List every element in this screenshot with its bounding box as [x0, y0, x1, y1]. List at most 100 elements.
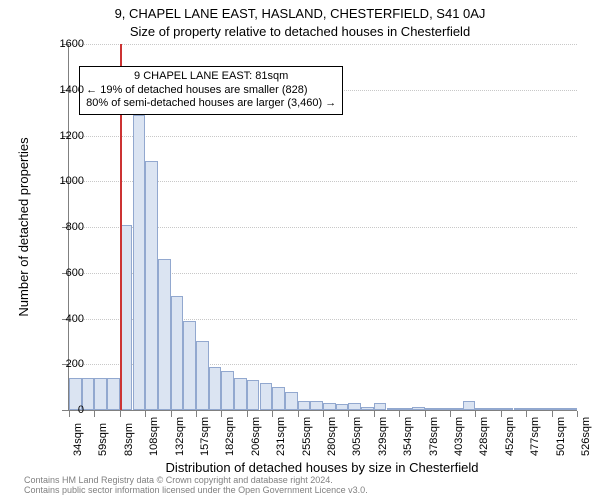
- y-tick-label: 1400: [60, 84, 84, 96]
- x-tick-label: 157sqm: [199, 417, 211, 456]
- x-tick: [323, 411, 324, 417]
- histogram-bar: [387, 408, 400, 410]
- histogram-bar: [183, 321, 196, 410]
- chart-supertitle: 9, CHAPEL LANE EAST, HASLAND, CHESTERFIE…: [0, 6, 600, 21]
- x-tick: [577, 411, 578, 417]
- annotation-line1: 9 CHAPEL LANE EAST: 81sqm: [86, 70, 336, 84]
- histogram-bar: [514, 408, 527, 410]
- x-tick-label: 108sqm: [148, 417, 160, 456]
- histogram-bar: [488, 408, 501, 410]
- annotation-line3: 80% of semi-detached houses are larger (…: [86, 97, 336, 111]
- histogram-bar: [374, 403, 387, 410]
- x-tick: [272, 411, 273, 417]
- histogram-bar: [399, 408, 412, 410]
- x-tick: [171, 411, 172, 417]
- histogram-bar: [463, 401, 476, 410]
- histogram-bar: [221, 371, 234, 410]
- y-tick-label: 400: [66, 313, 84, 325]
- x-tick: [501, 411, 502, 417]
- x-tick: [348, 411, 349, 417]
- x-tick: [247, 411, 248, 417]
- histogram-bar: [247, 380, 260, 410]
- x-tick: [196, 411, 197, 417]
- y-tick-label: 0: [78, 404, 84, 416]
- x-tick-label: 354sqm: [402, 417, 414, 456]
- histogram-bar: [298, 401, 311, 410]
- x-tick-label: 83sqm: [123, 423, 135, 456]
- histogram-bar: [171, 296, 184, 410]
- chart-title: Size of property relative to detached ho…: [0, 24, 600, 39]
- footer: Contains HM Land Registry data © Crown c…: [24, 476, 368, 496]
- x-tick-label: 526sqm: [580, 417, 592, 456]
- histogram-bar: [94, 378, 107, 410]
- plot-area: 9 CHAPEL LANE EAST: 81sqm ← 19% of detac…: [68, 44, 577, 411]
- histogram-bar: [196, 341, 209, 410]
- histogram-bar: [475, 408, 488, 410]
- x-tick-label: 329sqm: [377, 417, 389, 456]
- histogram-bar: [450, 408, 463, 410]
- histogram-bar: [552, 408, 565, 410]
- histogram-bar: [361, 407, 374, 410]
- x-tick-label: 428sqm: [478, 417, 490, 456]
- x-tick: [374, 411, 375, 417]
- x-axis-label: Distribution of detached houses by size …: [68, 460, 576, 475]
- histogram-bar: [425, 408, 438, 410]
- histogram-bar: [260, 383, 273, 410]
- histogram-bar: [348, 403, 361, 410]
- histogram-bar: [272, 387, 285, 410]
- x-tick-label: 59sqm: [97, 423, 109, 456]
- histogram-bar: [234, 378, 247, 410]
- x-tick-label: 477sqm: [529, 417, 541, 456]
- histogram-bar: [285, 392, 298, 410]
- x-tick: [399, 411, 400, 417]
- annotation-box: 9 CHAPEL LANE EAST: 81sqm ← 19% of detac…: [79, 66, 343, 115]
- histogram-bar: [437, 408, 450, 410]
- x-tick-label: 403sqm: [453, 417, 465, 456]
- gridline: [69, 44, 577, 45]
- x-tick-label: 501sqm: [555, 417, 567, 456]
- x-tick-label: 182sqm: [224, 417, 236, 456]
- footer-line2: Contains public sector information licen…: [24, 486, 368, 496]
- annotation-line2: ← 19% of detached houses are smaller (82…: [86, 84, 336, 98]
- histogram-bar: [323, 403, 336, 410]
- histogram-bar: [145, 161, 158, 410]
- y-axis-label: Number of detached properties: [16, 137, 31, 316]
- x-tick-label: 280sqm: [326, 417, 338, 456]
- x-tick: [450, 411, 451, 417]
- x-tick-label: 34sqm: [72, 423, 84, 456]
- x-tick: [552, 411, 553, 417]
- x-tick-label: 452sqm: [504, 417, 516, 456]
- y-tick-label: 600: [66, 267, 84, 279]
- x-tick-label: 378sqm: [428, 417, 440, 456]
- y-tick: [62, 410, 68, 411]
- histogram-bar: [133, 115, 146, 410]
- x-tick: [475, 411, 476, 417]
- histogram-bar: [107, 378, 120, 410]
- y-tick-label: 1600: [60, 38, 84, 50]
- histogram-bar: [564, 408, 577, 410]
- y-tick-label: 200: [66, 358, 84, 370]
- gridline: [69, 136, 577, 137]
- histogram-bar: [310, 401, 323, 410]
- x-tick-label: 305sqm: [351, 417, 363, 456]
- x-tick: [120, 411, 121, 417]
- histogram-bar: [158, 259, 171, 410]
- x-tick-label: 206sqm: [250, 417, 262, 456]
- y-tick-label: 1200: [60, 130, 84, 142]
- x-tick: [221, 411, 222, 417]
- x-tick: [298, 411, 299, 417]
- x-tick: [526, 411, 527, 417]
- x-tick-label: 255sqm: [301, 417, 313, 456]
- histogram-bar: [501, 408, 514, 410]
- histogram-bar: [412, 407, 425, 410]
- histogram-bar: [336, 404, 349, 410]
- histogram-bar: [209, 367, 222, 410]
- y-tick-label: 1000: [60, 175, 84, 187]
- x-tick: [69, 411, 70, 417]
- histogram-bar: [526, 408, 539, 410]
- x-tick-label: 231sqm: [275, 417, 287, 456]
- y-tick-label: 800: [66, 221, 84, 233]
- histogram-bar: [539, 408, 552, 410]
- x-tick: [425, 411, 426, 417]
- x-tick: [94, 411, 95, 417]
